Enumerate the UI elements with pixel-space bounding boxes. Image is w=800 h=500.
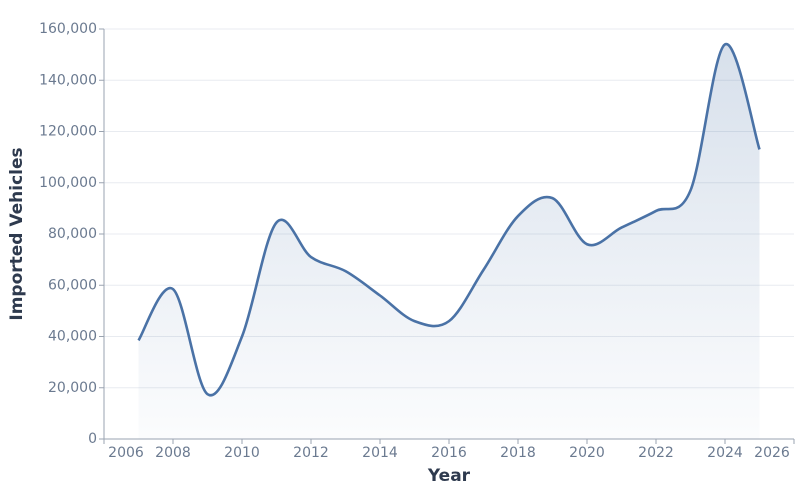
x-tick-label: 2026 [754,445,790,461]
x-tick-label: 2016 [431,445,467,461]
x-tick-label: 2014 [362,445,398,461]
y-tick-label: 140,000 [39,72,97,88]
y-tick-label: 40,000 [48,329,97,345]
x-tick-label: 2008 [155,445,191,461]
y-tick-label: 60,000 [48,277,97,293]
x-axis-title: Year [427,466,471,486]
area [138,44,760,439]
x-tick-label: 2024 [707,445,743,461]
y-tick-label: 160,000 [39,21,97,37]
x-tick-label: 2018 [500,445,536,461]
y-axis-title: Imported Vehicles [7,147,27,320]
x-tick-label: 2020 [569,445,605,461]
y-tick-label: 80,000 [48,226,97,242]
line [137,43,761,397]
x-tick-label: 2022 [638,445,674,461]
x-tick-label: 2006 [108,445,144,461]
y-tick-label: 20,000 [48,380,97,396]
x-tick-label: 2010 [224,445,260,461]
y-tick-label: 100,000 [39,175,97,191]
y-tick-label: 120,000 [39,124,97,140]
x-tick-label: 2012 [293,445,329,461]
y-tick-label: 0 [88,431,97,447]
